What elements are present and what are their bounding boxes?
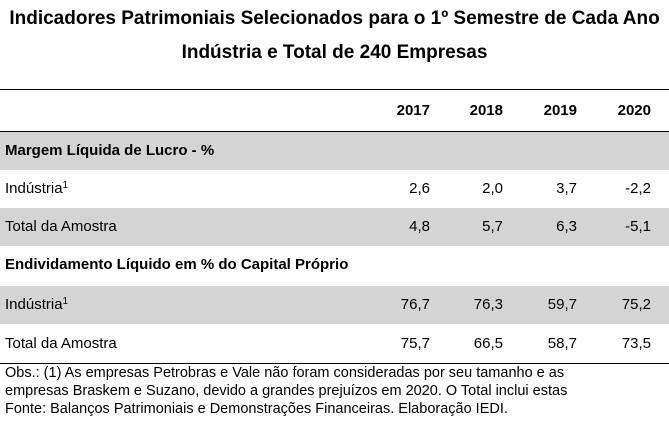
table-cell: 75,7 xyxy=(400,335,430,352)
note-line: Obs.: (1) As empresas Petrobras e Vale n… xyxy=(5,365,565,381)
table-cell: 2,6 xyxy=(409,180,430,197)
note-line: empresas Braskem e Suzano, devido a gran… xyxy=(5,383,568,399)
table-cell: 3,7 xyxy=(556,180,577,197)
year-header: 2017 xyxy=(396,102,430,119)
footnote-marker: 1 xyxy=(62,296,69,307)
section-header-row: Endividamento Líquido em % do Capital Pr… xyxy=(0,246,669,284)
table-row: Indústria1 2,6 2,0 3,7 -2,2 xyxy=(0,170,669,208)
footnote-marker: 1 xyxy=(62,180,69,191)
table-cell: 58,7 xyxy=(547,335,577,352)
section-title: Endividamento Líquido em % do Capital Pr… xyxy=(5,256,349,273)
table-cell: 59,7 xyxy=(547,296,577,313)
table-title: Indicadores Patrimoniais Selecionados pa… xyxy=(9,8,660,29)
section-title: Margem Líquida de Lucro - % xyxy=(5,142,215,159)
year-header: 2019 xyxy=(543,102,577,119)
table-row: Indústria1 76,7 76,3 59,7 75,2 xyxy=(0,286,669,324)
bottom-rule xyxy=(0,363,669,364)
footnotes: Obs.: (1) As empresas Petrobras e Vale n… xyxy=(5,364,665,418)
table-cell: 2,0 xyxy=(482,180,503,197)
table-cell: 6,3 xyxy=(556,218,577,235)
row-label: Indústria1 xyxy=(5,286,68,324)
year-header: 2018 xyxy=(469,102,503,119)
table-cell: 75,2 xyxy=(621,296,651,313)
table-subtitle: Indústria e Total de 240 Empresas xyxy=(181,42,488,63)
source-line: Fonte: Balanços Patrimoniais e Demonstra… xyxy=(5,401,508,417)
year-header-row: 2017 2018 2019 2020 xyxy=(0,92,669,130)
row-label: Total da Amostra xyxy=(5,218,117,235)
table-cell: -5,1 xyxy=(625,218,651,235)
row-label: Total da Amostra xyxy=(5,335,117,352)
table-cell: 5,7 xyxy=(482,218,503,235)
table-cell: 73,5 xyxy=(621,335,651,352)
row-label-text: Indústria xyxy=(5,296,63,313)
table-cell: 76,7 xyxy=(400,296,430,313)
table-cell: 76,3 xyxy=(473,296,503,313)
row-label-text: Indústria xyxy=(5,180,63,197)
table-row: Total da Amostra 4,8 5,7 6,3 -5,1 xyxy=(0,208,669,246)
table-row: Total da Amostra 75,7 66,5 58,7 73,5 xyxy=(0,325,669,363)
top-rule xyxy=(0,89,669,90)
row-label: Indústria1 xyxy=(5,170,68,208)
table-cell: 4,8 xyxy=(409,218,430,235)
table-cell: -2,2 xyxy=(625,180,651,197)
header-rule xyxy=(0,131,669,132)
year-header: 2020 xyxy=(617,102,651,119)
table-cell: 66,5 xyxy=(473,335,503,352)
section-header-row: Margem Líquida de Lucro - % xyxy=(0,132,669,170)
